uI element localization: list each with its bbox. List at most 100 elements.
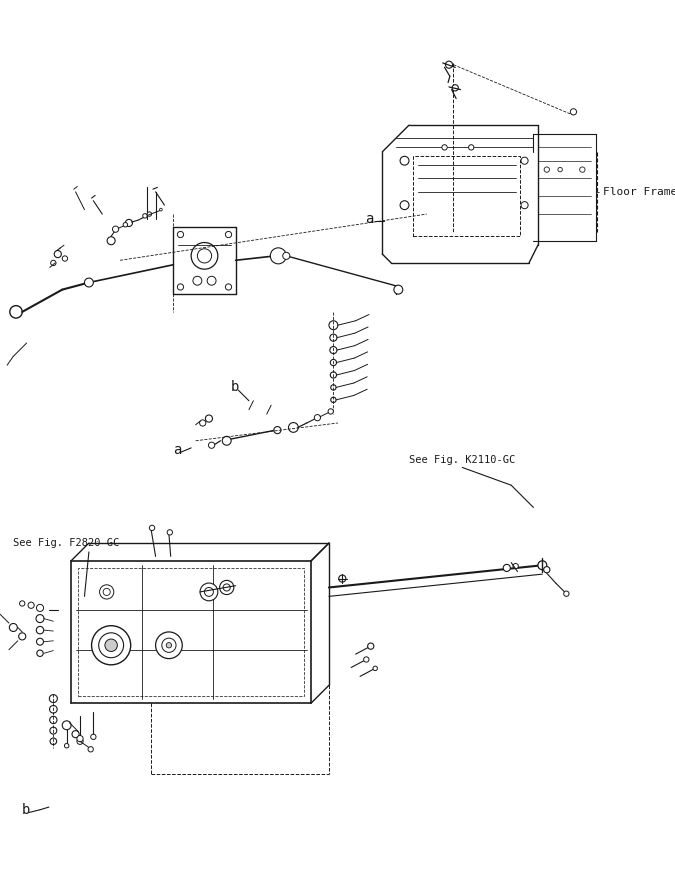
Circle shape	[330, 347, 337, 354]
Circle shape	[149, 526, 155, 530]
Circle shape	[9, 623, 18, 631]
Circle shape	[54, 250, 61, 257]
Circle shape	[99, 633, 124, 658]
Circle shape	[270, 248, 286, 264]
Text: a: a	[173, 443, 182, 457]
Circle shape	[331, 397, 336, 402]
Circle shape	[156, 632, 182, 659]
Circle shape	[159, 208, 162, 211]
Circle shape	[331, 384, 336, 390]
Circle shape	[193, 276, 202, 285]
Text: a: a	[364, 212, 373, 225]
Circle shape	[446, 61, 452, 68]
Circle shape	[37, 650, 43, 656]
Circle shape	[543, 567, 550, 573]
Circle shape	[123, 223, 128, 227]
Circle shape	[197, 249, 211, 263]
Circle shape	[521, 157, 528, 164]
Circle shape	[544, 167, 549, 173]
Circle shape	[223, 584, 230, 591]
Circle shape	[77, 738, 83, 745]
Circle shape	[103, 588, 110, 595]
Circle shape	[339, 575, 346, 582]
Circle shape	[50, 716, 57, 723]
Circle shape	[315, 415, 321, 421]
Circle shape	[330, 334, 337, 342]
Circle shape	[452, 85, 458, 91]
Circle shape	[207, 276, 216, 285]
Circle shape	[62, 721, 71, 730]
Circle shape	[36, 627, 44, 634]
Circle shape	[62, 256, 68, 261]
Circle shape	[178, 232, 184, 238]
Circle shape	[77, 736, 83, 742]
Circle shape	[84, 278, 93, 287]
Circle shape	[329, 321, 338, 330]
Circle shape	[92, 626, 131, 665]
Circle shape	[205, 587, 213, 596]
Circle shape	[394, 285, 403, 294]
Circle shape	[283, 252, 290, 259]
Circle shape	[9, 306, 22, 318]
Circle shape	[400, 201, 409, 209]
Circle shape	[442, 145, 448, 150]
Circle shape	[90, 734, 96, 739]
Circle shape	[330, 359, 337, 366]
Circle shape	[28, 603, 34, 609]
Circle shape	[373, 666, 377, 670]
Circle shape	[271, 251, 280, 260]
Circle shape	[538, 561, 547, 569]
Circle shape	[166, 643, 171, 648]
Circle shape	[200, 420, 206, 426]
Text: Floor Frame: Floor Frame	[603, 187, 675, 197]
Circle shape	[72, 730, 79, 738]
Circle shape	[219, 580, 234, 595]
Circle shape	[49, 705, 57, 713]
Circle shape	[209, 443, 215, 448]
Circle shape	[142, 214, 147, 218]
Circle shape	[222, 436, 231, 445]
Circle shape	[105, 639, 117, 652]
Circle shape	[36, 638, 43, 645]
Text: See Fig. F2820-GC: See Fig. F2820-GC	[14, 538, 119, 548]
Circle shape	[191, 242, 218, 269]
Circle shape	[368, 643, 374, 649]
Circle shape	[564, 591, 569, 596]
Circle shape	[558, 167, 562, 172]
Circle shape	[513, 563, 518, 569]
Circle shape	[178, 284, 184, 290]
Circle shape	[126, 219, 132, 226]
Circle shape	[468, 145, 474, 150]
Circle shape	[205, 415, 213, 422]
Circle shape	[36, 604, 44, 611]
Circle shape	[20, 601, 25, 606]
Circle shape	[36, 614, 44, 622]
Circle shape	[167, 529, 173, 535]
Circle shape	[330, 372, 337, 378]
Bar	[78, 568, 304, 696]
Text: b: b	[22, 803, 30, 817]
Circle shape	[225, 232, 232, 238]
Circle shape	[147, 212, 152, 216]
Circle shape	[51, 260, 56, 266]
Bar	[413, 156, 520, 236]
Circle shape	[288, 423, 298, 433]
Circle shape	[113, 226, 119, 232]
Text: b: b	[231, 381, 240, 394]
Circle shape	[400, 156, 409, 165]
Circle shape	[200, 583, 218, 601]
Circle shape	[100, 585, 114, 599]
Circle shape	[49, 695, 57, 703]
Circle shape	[107, 237, 115, 245]
Text: See Fig. K2110-GC: See Fig. K2110-GC	[409, 455, 515, 466]
Circle shape	[274, 426, 281, 434]
Circle shape	[162, 638, 176, 653]
Circle shape	[88, 746, 93, 752]
Circle shape	[570, 109, 576, 115]
Circle shape	[328, 409, 333, 414]
Circle shape	[50, 727, 57, 734]
Circle shape	[364, 657, 369, 662]
Circle shape	[225, 284, 232, 290]
Circle shape	[521, 202, 528, 208]
Circle shape	[50, 738, 57, 745]
